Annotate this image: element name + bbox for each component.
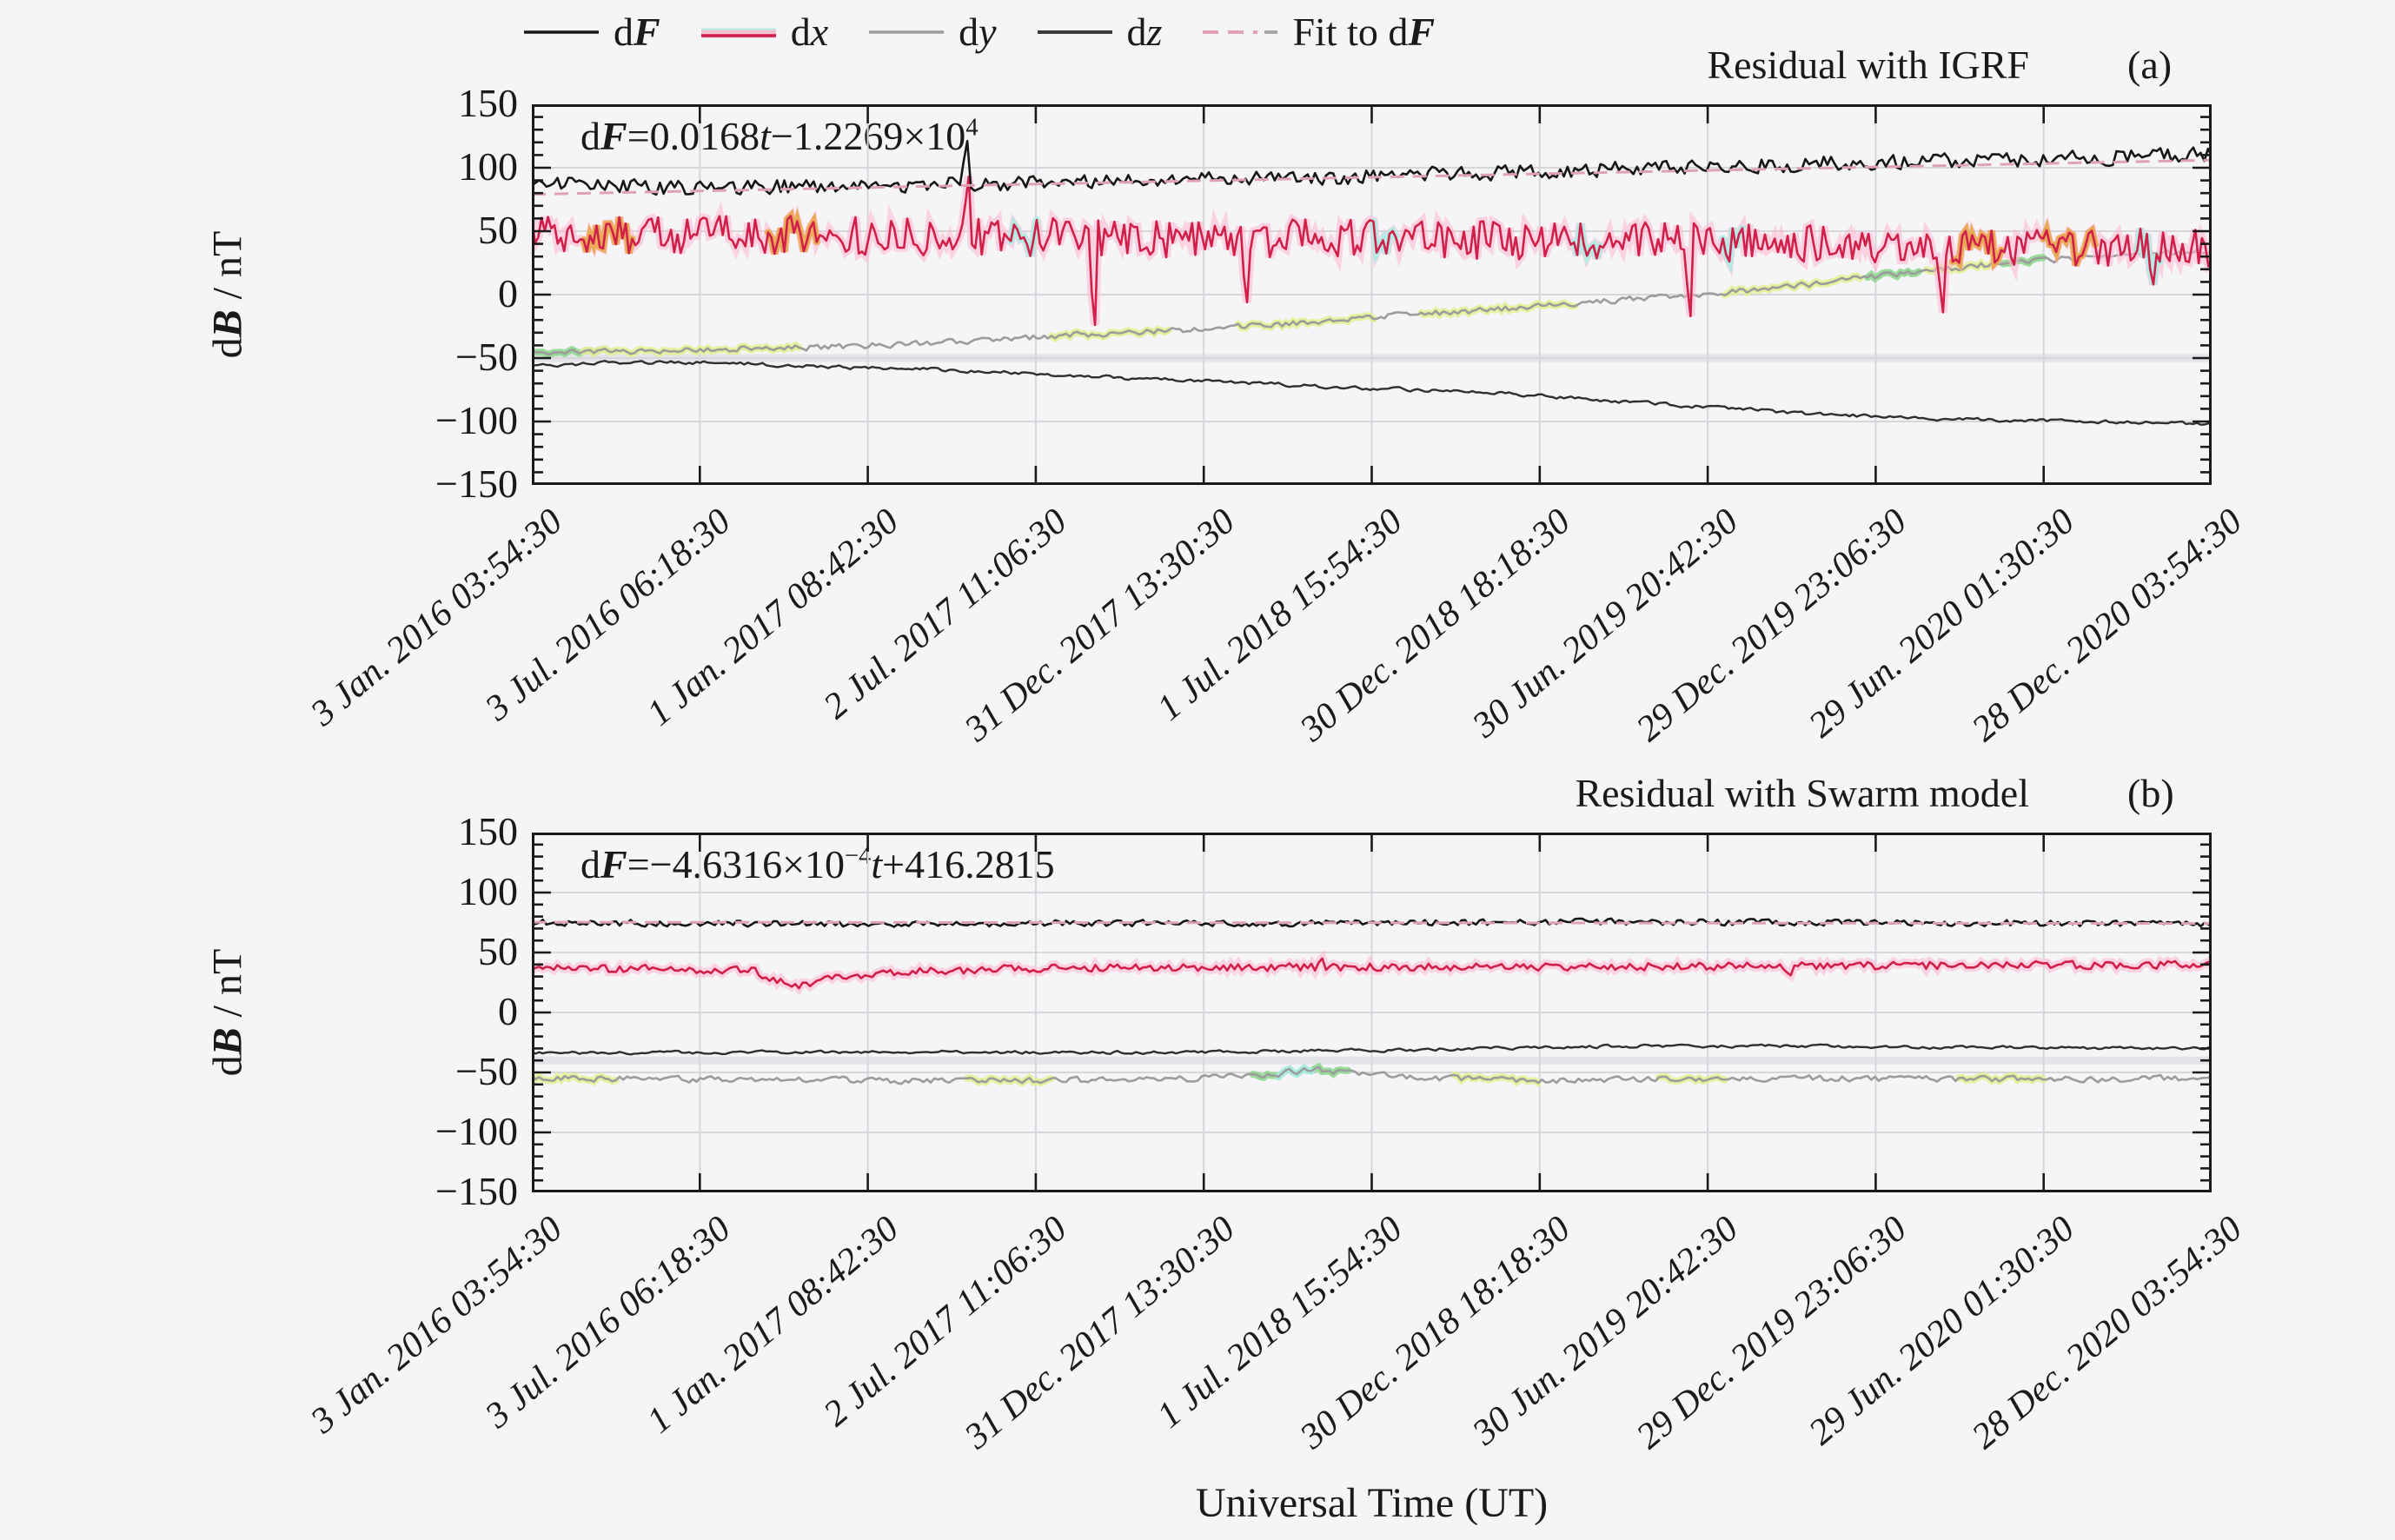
y-tick-label: −100 <box>435 398 518 442</box>
x-tick-label: 28 Dec. 2020 03:54:30 <box>1965 1208 2251 1457</box>
panel-b-plot-area <box>532 833 2212 1192</box>
chart-canvas <box>532 833 2212 1192</box>
legend-line-icon-dz <box>1037 30 1112 34</box>
y-tick-label: 0 <box>498 989 518 1033</box>
y-tick-label: 0 <box>498 271 518 315</box>
legend-label-dz: dz <box>1126 10 1163 54</box>
legend-label-dF: dF <box>614 10 660 54</box>
y-tick-label: −50 <box>455 335 518 379</box>
x-axis-label: Universal Time (UT) <box>1195 1480 1549 1526</box>
text-segment: t <box>760 114 771 158</box>
y-tick-label: −100 <box>435 1109 518 1153</box>
text-segment: = <box>627 842 650 886</box>
chart-legend: dF dx dy dz Fit to dF <box>521 9 1435 55</box>
legend-label-fit-dF: Fit to dF <box>1292 10 1436 54</box>
text-segment: = <box>627 114 650 158</box>
legend-item-dz: dz <box>1035 9 1163 55</box>
y-tick-label: 100 <box>458 869 518 913</box>
text-segment: 4 <box>965 114 979 142</box>
series-line-dz <box>532 360 2212 426</box>
panel-a-y-axis-label: dB / nT <box>204 231 252 359</box>
text-segment: B <box>204 309 251 338</box>
x-tick-label: 28 Dec. 2020 03:54:30 <box>1965 501 2251 750</box>
series-line-fit-dF <box>532 158 2212 196</box>
text-segment: 0.0168 <box>649 114 760 158</box>
y-tick-label: 50 <box>478 929 518 973</box>
legend-item-dF: dF <box>521 9 660 55</box>
text-segment: d <box>581 842 600 886</box>
text-segment: d <box>581 114 600 158</box>
text-segment: d <box>204 1055 251 1077</box>
text-segment: F <box>600 114 627 158</box>
x-tick-label: 29 Dec. 2019 23:06:30 <box>1629 1208 1914 1457</box>
legend-label-dx: dx <box>790 10 829 54</box>
text-segment: −4.6316×10 <box>649 842 846 886</box>
legend-dashed-icon-fit-dF <box>1203 30 1278 34</box>
legend-label-dy: dy <box>959 10 997 54</box>
y-tick-label: −150 <box>435 1169 518 1213</box>
panel-b-title: Residual with Swarm model <box>1575 771 2029 815</box>
panel-b-tag: (b) <box>2127 771 2174 815</box>
chart-canvas <box>532 104 2212 485</box>
x-tick-label: 31 Dec. 2017 13:30:30 <box>957 501 1243 750</box>
legend-line-icon-dy <box>869 30 945 34</box>
series-line-dx <box>532 957 2212 990</box>
panel-a-plot-area <box>532 104 2212 485</box>
series-line-dF <box>532 140 2212 196</box>
legend-glowline-icon-dx <box>700 28 776 37</box>
y-tick-label: −150 <box>435 461 518 506</box>
text-segment: +416.2815 <box>882 842 1055 886</box>
y-tick-label: −50 <box>455 1049 518 1093</box>
x-tick-label: 31 Dec. 2017 13:30:30 <box>957 1208 1243 1457</box>
text-segment: / nT <box>204 230 251 310</box>
panel-b-y-axis-label: dB / nT <box>204 949 252 1077</box>
legend-item-dy: dy <box>866 9 997 55</box>
y-tick-label: 150 <box>458 81 518 125</box>
text-segment: d <box>204 337 251 359</box>
x-tick-label: 30 Dec. 2018 18:18:30 <box>1293 501 1579 750</box>
series-line-fit-dF <box>532 920 2212 926</box>
series-line-dz <box>532 1043 2212 1056</box>
legend-item-fit-dF: Fit to dF <box>1200 9 1435 55</box>
x-tick-label: 29 Dec. 2019 23:06:30 <box>1629 501 1914 750</box>
y-tick-label: 100 <box>458 144 518 189</box>
series-line-dy <box>532 1065 2212 1085</box>
series-line-dy <box>532 249 2212 355</box>
legend-item-dx: dx <box>699 9 828 55</box>
series-line-dx <box>532 175 2212 327</box>
text-segment: / nT <box>204 948 251 1028</box>
x-tick-label: 30 Dec. 2018 18:18:30 <box>1293 1208 1579 1457</box>
y-tick-label: 150 <box>458 809 518 853</box>
text-segment: B <box>204 1027 251 1056</box>
text-segment: F <box>600 842 627 886</box>
legend-line-icon-dF <box>524 30 599 34</box>
text-segment: t <box>871 842 883 886</box>
panel-a-tag: (a) <box>2127 43 2173 87</box>
panel-b-equation: dF=−4.6316×10−4t+416.2815 <box>581 841 1055 887</box>
y-tick-label: 50 <box>478 208 518 252</box>
panel-a-title: Residual with IGRF <box>1707 43 2029 87</box>
